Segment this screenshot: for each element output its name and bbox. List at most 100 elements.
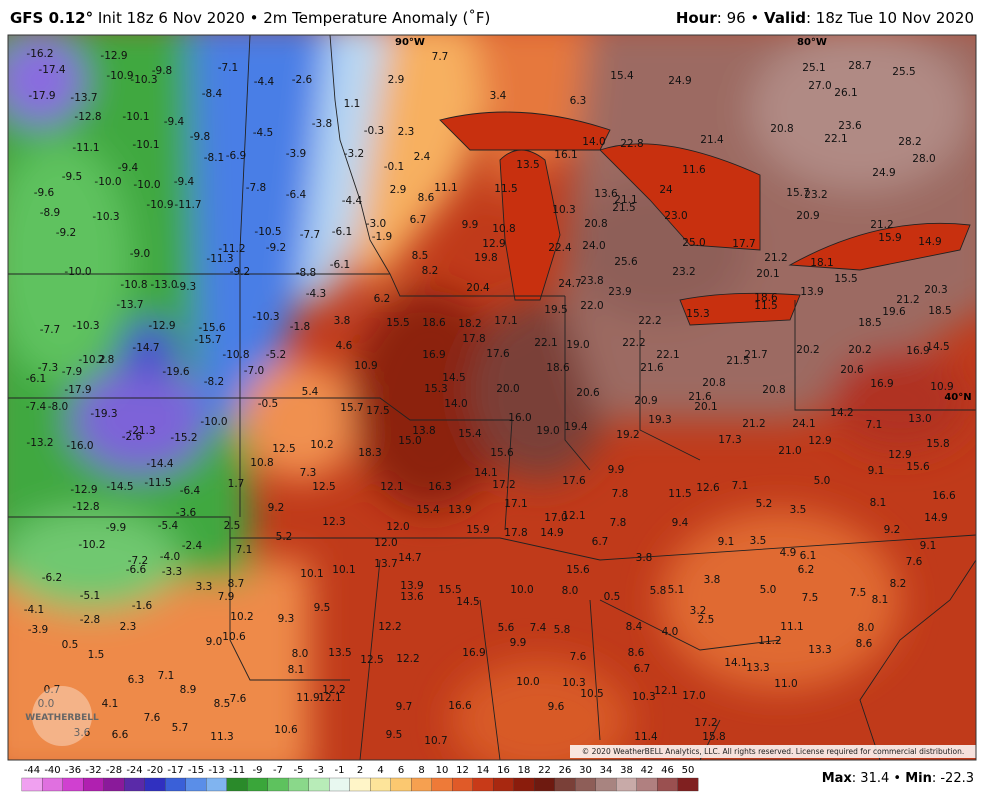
map-value: -6.6	[126, 564, 147, 576]
map-value: 22.0	[580, 300, 603, 312]
map-value: 19.2	[616, 429, 639, 441]
map-value: 0.0	[38, 698, 55, 710]
map-value: 14.1	[724, 657, 747, 669]
map-value: 18.1	[810, 257, 833, 269]
colorbar-swatch	[390, 777, 412, 792]
map-value: 7.5	[802, 592, 819, 604]
map-value: 8.1	[288, 664, 305, 676]
colorbar-label: 6	[398, 765, 404, 776]
map-value: 7.6	[570, 651, 587, 663]
map-value: 9.5	[314, 602, 331, 614]
map-value: -10.0	[133, 179, 160, 191]
map-value: 17.2	[694, 717, 717, 729]
map-value: 9.9	[462, 219, 479, 231]
map-value: -6.1	[332, 226, 353, 238]
map-value: -6.1	[330, 259, 351, 271]
colorbar-label: 30	[579, 765, 592, 776]
map-value: 12.1	[654, 685, 677, 697]
map-value: 8.0	[562, 585, 579, 597]
colorbar-label: 10	[436, 765, 449, 776]
map-value: -10.2	[78, 354, 105, 366]
colorbar-label: -3	[314, 765, 324, 776]
map-value: 15.4	[416, 504, 440, 516]
map-value: -10.9	[146, 199, 173, 211]
map-value: 8.4	[626, 621, 643, 633]
map-value: 3.5	[790, 504, 807, 516]
map-value: 23.9	[608, 286, 631, 298]
map-value: -9.3	[176, 281, 197, 293]
map-value: 7.1	[732, 480, 749, 492]
map-value: -10.3	[92, 211, 119, 223]
map-value: -5.1	[80, 590, 101, 602]
map-value: 21.6	[688, 391, 712, 403]
map-value: 7.7	[432, 51, 449, 63]
map-value: 10.3	[632, 691, 655, 703]
map-value: -15.2	[170, 432, 197, 444]
map-value: 17.1	[504, 498, 527, 510]
colorbar-swatch	[575, 777, 596, 792]
map-value: 1.1	[344, 98, 361, 110]
map-value: 5.7	[172, 722, 189, 734]
longitude-label: 80°W	[797, 37, 827, 48]
colorbar-label: 22	[538, 765, 551, 776]
map-value: 14.5	[456, 596, 479, 608]
map-value: 16.1	[554, 149, 577, 161]
title-text: Init 18z 6 Nov 2020 • 2m Temperature Ano…	[93, 9, 490, 27]
map-value: 22.1	[656, 349, 679, 361]
map-value: -12.9	[70, 484, 97, 496]
colorbar-swatch	[493, 777, 514, 792]
map-value: 10.8	[492, 223, 515, 235]
colorbar-label: 46	[661, 765, 674, 776]
map-value: 17.0	[682, 690, 705, 702]
map-value: 18.6	[422, 317, 446, 329]
map-value: -3.9	[28, 624, 49, 636]
map-value: 15.3	[686, 308, 709, 320]
map-value: 18.3	[358, 447, 381, 459]
map-value: 8.9	[180, 684, 197, 696]
map-value: 12.9	[808, 435, 831, 447]
map-value: -9.0	[130, 248, 151, 260]
map-value: 14.9	[918, 236, 941, 248]
colorbar-swatch	[554, 777, 576, 792]
map-value: 7.1	[236, 544, 253, 556]
map-value: 24.9	[872, 167, 895, 179]
colorbar-label: -1	[335, 765, 345, 776]
map-value: 17.7	[732, 238, 755, 250]
map-value: -5.4	[158, 520, 179, 532]
map-value: 15.5	[834, 273, 857, 285]
map-value: 6.2	[798, 564, 815, 576]
map-value: 2.3	[120, 621, 137, 633]
map-value: 14.7	[398, 552, 421, 564]
map: -16.2-17.4-17.9 -13.7-12.8-12.9-10.9-10.3…	[8, 35, 976, 760]
hour-label: Hour	[676, 9, 718, 27]
map-value: -0.1	[384, 161, 405, 173]
map-value: -17.9	[64, 384, 91, 396]
map-value: 6.3	[128, 674, 145, 686]
map-value: 2.8	[98, 354, 115, 366]
map-value: 8.2	[890, 578, 907, 590]
copyright: © 2020 WeatherBELL Analytics, LLC. All r…	[582, 747, 964, 756]
colorbar-swatch	[185, 777, 207, 792]
map-value: 14.0	[582, 136, 605, 148]
map-value: 21.6	[640, 362, 664, 374]
map-value: 19.4	[564, 421, 588, 433]
map-value: 13.0	[908, 413, 931, 425]
map-value: -4.5	[253, 127, 274, 139]
map-value: 23.6	[838, 120, 862, 132]
map-value: -9.4	[118, 162, 139, 174]
map-value: -7.2	[128, 555, 149, 567]
map-value: -19.6	[162, 366, 189, 378]
map-value: 7.8	[612, 488, 629, 500]
map-value: 21.2	[764, 252, 787, 264]
logo: WEATHERBELL	[25, 713, 99, 723]
map-value: -14.4	[146, 458, 173, 470]
map-value: -2.8	[80, 614, 101, 626]
map-value: 20.2	[848, 344, 871, 356]
map-value: 9.1	[920, 540, 937, 552]
map-value: 20.6	[576, 387, 600, 399]
map-value: 6.7	[634, 663, 651, 675]
colorbar-label: 16	[497, 765, 510, 776]
max-label: Max	[822, 771, 853, 786]
colorbar-label: 26	[559, 765, 572, 776]
map-value: 9.2	[268, 502, 285, 514]
